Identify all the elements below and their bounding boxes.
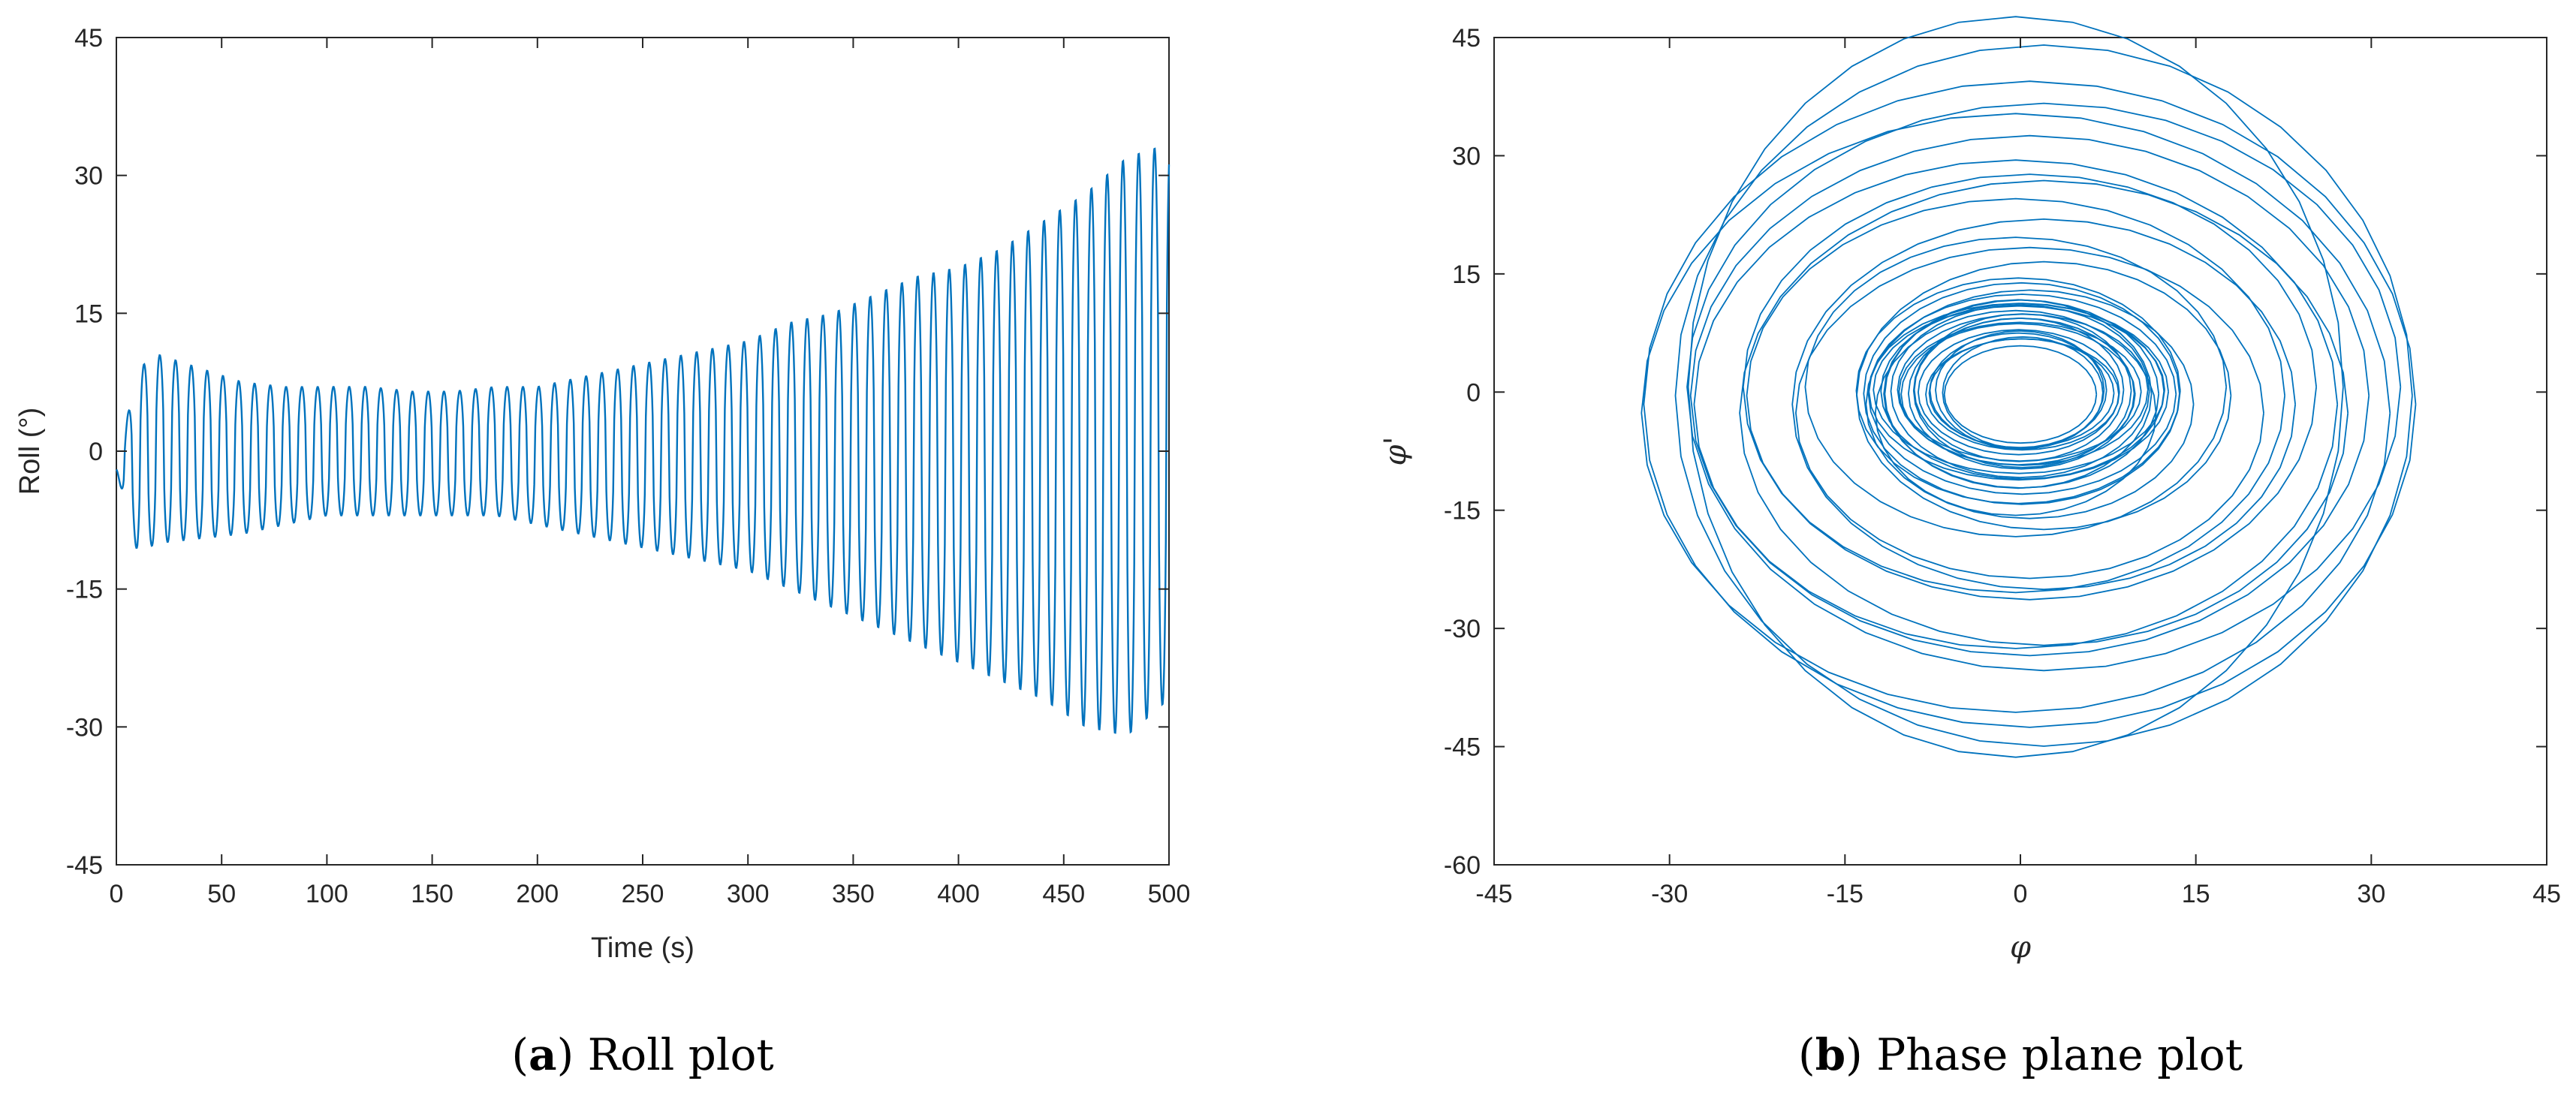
caption-b-text: Phase plane plot [1876, 1029, 2243, 1080]
x-tick-label: 300 [727, 880, 770, 908]
phase-trajectory-loop [1641, 113, 2391, 713]
caption-a: (a) Roll plot [511, 1029, 773, 1080]
phase-plot-x-label: φ [2010, 930, 2031, 965]
x-tick-label: -30 [1651, 880, 1688, 908]
roll-series-line [116, 147, 1170, 734]
phase-trajectory-loop [1693, 159, 2339, 649]
y-tick-label: 15 [74, 300, 103, 328]
roll-plot-y-label: Roll (°) [14, 408, 46, 495]
x-tick-label: 30 [2357, 880, 2385, 908]
x-tick-label: 250 [622, 880, 664, 908]
x-tick-label: 100 [306, 880, 348, 908]
roll-plot-panel: 0 50 100 150 200 250 300 350 400 450 500 -45-30-15… [14, 24, 1190, 964]
x-tick-label: 0 [110, 880, 124, 908]
phase-trajectory-loop [1794, 246, 2264, 580]
caption-a-text: Roll plot [588, 1029, 774, 1080]
y-tick-label: 30 [1452, 142, 1481, 170]
phase-plot-y-label: φ' [1378, 436, 1413, 465]
phase-trajectory-loop [1900, 323, 2136, 466]
phase-plot-axes-box [1493, 37, 2547, 866]
y-tick-label: -15 [66, 576, 103, 604]
phase-trajectory-loop [1925, 338, 2120, 451]
roll-plot-area [116, 147, 1170, 734]
x-tick-label: -45 [1475, 880, 1512, 908]
roll-plot-y-ticks: -45 -30 -15 0 15 30 45 [66, 24, 1169, 880]
phase-trajectory-loop [1863, 282, 2180, 505]
phase-trajectory-loop [1872, 305, 2165, 474]
phase-trajectory-loop [1674, 44, 2413, 747]
x-tick-label: 200 [516, 880, 559, 908]
caption-a-letter: a [529, 1029, 557, 1080]
y-tick-label: -15 [1444, 497, 1481, 525]
x-tick-label: 0 [2014, 880, 2028, 908]
y-tick-label: -30 [1444, 615, 1481, 643]
phase-plot-x-ticks: -45 -30 -15 0 15 30 45 [1475, 38, 2561, 908]
x-tick-label: -15 [1827, 880, 1863, 908]
phase-trajectory-loop [1865, 289, 2195, 519]
caption-b: (b) Phase plane plot [1798, 1029, 2243, 1080]
phase-trajectory-loop [1804, 236, 2228, 537]
x-tick-label: 350 [832, 880, 875, 908]
phase-trajectory-loop [1687, 16, 2344, 758]
y-tick-label: 30 [74, 162, 103, 191]
phase-plot-y-ticks: -60 -45 -30 -15 0 15 30 45 [1444, 24, 2547, 880]
phase-trajectory-loop [1883, 299, 2160, 489]
y-tick-label: 0 [1466, 378, 1481, 407]
y-tick-label: 0 [89, 438, 103, 466]
roll-plot-x-ticks: 0 50 100 150 200 250 300 350 400 450 500 [110, 38, 1191, 908]
x-tick-label: 500 [1148, 880, 1191, 908]
x-tick-label: 150 [411, 880, 453, 908]
phase-trajectory-loop [1689, 134, 2370, 657]
phase-trajectory-loop [1686, 102, 2402, 672]
phase-trajectory-loop [1890, 304, 2150, 479]
phase-plot-area [1641, 16, 2417, 758]
y-tick-label: 45 [1452, 24, 1481, 53]
x-tick-label: 45 [2532, 880, 2561, 908]
y-tick-label: -60 [1444, 851, 1481, 880]
phase-trajectory-loop [1898, 321, 2142, 462]
caption-b-letter: b [1815, 1029, 1846, 1080]
y-tick-label: -45 [1444, 733, 1481, 762]
phase-trajectory-loop [1874, 309, 2157, 516]
phase-trajectory-loop [1855, 260, 2232, 531]
y-tick-label: -30 [66, 713, 103, 742]
x-tick-label: 50 [207, 880, 236, 908]
phase-trajectory-loop [1935, 330, 2105, 450]
phase-trajectory-loop [1917, 329, 2120, 456]
x-tick-label: 15 [2182, 880, 2210, 908]
y-tick-label: 15 [1452, 260, 1481, 289]
phase-trajectory-loop [1867, 294, 2177, 495]
roll-plot-x-label: Time (s) [591, 932, 694, 964]
phase-trajectory-loop [1855, 277, 2181, 504]
x-tick-label: 450 [1042, 880, 1085, 908]
phase-trajectory-loop [1739, 179, 2349, 646]
phase-trajectory-loop [1943, 345, 2098, 444]
y-tick-label: 45 [74, 24, 103, 53]
y-tick-label: -45 [66, 851, 103, 880]
phase-trajectory-loop [1907, 317, 2135, 470]
phase-trajectory-loop [1791, 218, 2296, 591]
phase-trajectory-loop [1746, 197, 2285, 594]
x-tick-label: 400 [937, 880, 980, 908]
phase-trajectory-loop [1643, 80, 2417, 728]
